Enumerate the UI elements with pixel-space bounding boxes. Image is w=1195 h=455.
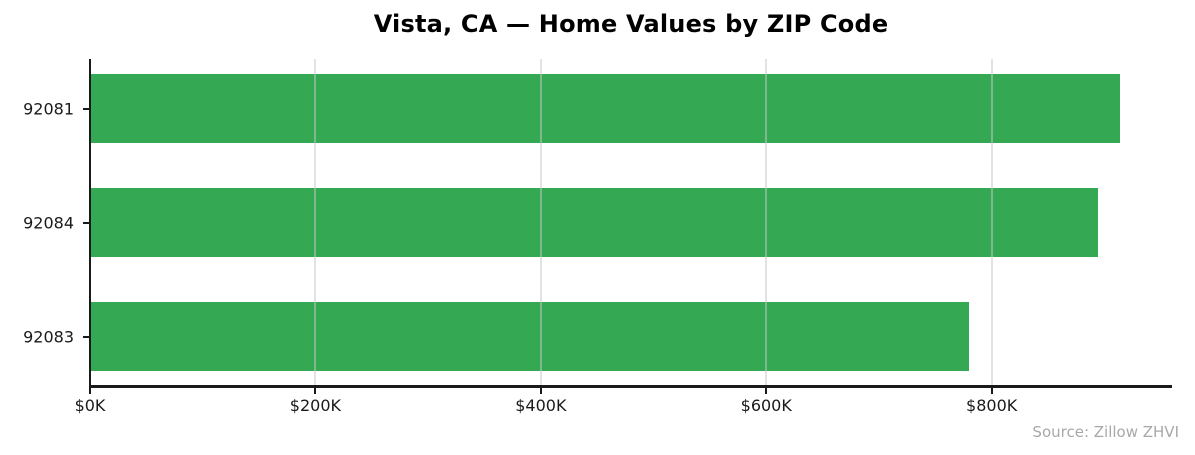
x-tick-$600K xyxy=(765,388,768,394)
chart-title: Vista, CA — Home Values by ZIP Code xyxy=(373,10,889,38)
x-tick-label-$200K: $200K xyxy=(289,396,342,415)
bar-92083 xyxy=(91,302,970,371)
y-tick-92084 xyxy=(83,221,89,224)
y-tick-label-92081: 92081 xyxy=(23,99,74,118)
x-tick-label-$600K: $600K xyxy=(740,396,792,415)
bar-92084 xyxy=(91,188,1098,257)
y-tick-92081 xyxy=(83,107,89,110)
x-tick-label-$800K: $800K xyxy=(966,396,1018,415)
x-tick-$800K xyxy=(990,388,993,394)
gridline-$200K xyxy=(314,59,317,385)
y-tick-label-92083: 92083 xyxy=(23,327,74,346)
source-note: Source: Zillow ZHVI xyxy=(1032,423,1179,441)
x-tick-label-$0K: $0K xyxy=(74,396,106,415)
x-axis-spine xyxy=(89,385,1172,388)
x-tick-$0K xyxy=(89,388,91,394)
x-tick-$400K xyxy=(539,388,542,394)
y-axis-spine xyxy=(89,59,91,388)
x-tick-label-$400K: $400K xyxy=(515,396,567,415)
gridline-$400K xyxy=(539,59,542,385)
y-tick-label-92084: 92084 xyxy=(23,213,74,232)
bar-92081 xyxy=(91,74,1121,143)
gridline-$600K xyxy=(765,59,768,385)
gridline-$800K xyxy=(990,59,993,385)
x-tick-$200K xyxy=(314,388,317,394)
y-tick-92083 xyxy=(83,335,89,338)
